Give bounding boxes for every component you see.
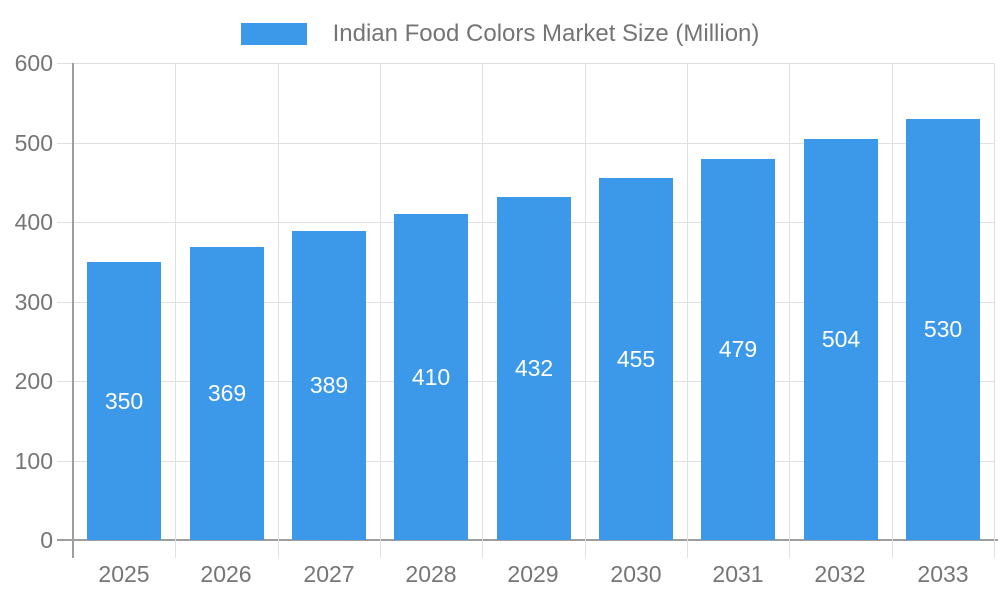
- legend[interactable]: Indian Food Colors Market Size (Million): [0, 20, 1000, 48]
- gridline-y-500: [57, 143, 994, 144]
- bar-2028[interactable]: 410: [394, 214, 468, 540]
- x-tick-label-2031: 2031: [712, 561, 764, 587]
- gridline-x-3: [380, 63, 381, 558]
- x-tick-label-2027: 2027: [303, 561, 355, 587]
- x-axis-line: [57, 539, 998, 541]
- x-tick-label-2029: 2029: [507, 561, 559, 587]
- legend-swatch[interactable]: [240, 23, 307, 45]
- bar-value-label: 350: [104, 387, 144, 414]
- gridline-y-600: [57, 63, 994, 64]
- bar-value-label: 389: [309, 372, 349, 398]
- x-tick-label-2033: 2033: [917, 561, 969, 587]
- x-tick-label-2032: 2032: [814, 561, 866, 587]
- gridline-x-6: [687, 63, 688, 558]
- bar-value-label: 530: [923, 316, 963, 342]
- bar-value-label: 479: [718, 336, 758, 362]
- gridline-x-5: [585, 63, 586, 558]
- x-tick-label-2026: 2026: [200, 561, 252, 587]
- x-tick-label-2030: 2030: [610, 561, 662, 587]
- bar-2033[interactable]: 530: [906, 119, 980, 540]
- bar-2027[interactable]: 389: [292, 231, 366, 540]
- bar-value-label: 504: [821, 326, 861, 352]
- bar-2031[interactable]: 479: [701, 159, 775, 540]
- y-tick-label: 400: [14, 209, 53, 235]
- bar-2029[interactable]: 432: [497, 197, 571, 540]
- y-tick-label: 300: [14, 289, 53, 315]
- y-tick-label: 200: [14, 368, 53, 394]
- bar-value-label: 455: [616, 345, 656, 372]
- y-axis-line: [72, 63, 74, 558]
- gridline-x-2: [278, 63, 279, 558]
- bar-value-label: 432: [514, 355, 554, 381]
- legend-label: Indian Food Colors Market Size (Million): [332, 20, 760, 47]
- gridline-x-1: [175, 63, 176, 558]
- y-tick-label: 0: [40, 527, 53, 553]
- y-tick-label: 600: [14, 50, 53, 76]
- bar-value-label: 410: [411, 363, 451, 390]
- y-tick-label: 100: [14, 448, 53, 474]
- gridline-x-9: [994, 63, 995, 558]
- bar-value-label: 369: [207, 380, 247, 406]
- bar-2026[interactable]: 369: [190, 247, 264, 540]
- y-tick-label: 500: [14, 130, 53, 156]
- bar-2025[interactable]: 350: [87, 262, 161, 540]
- x-tick-label-2025: 2025: [98, 561, 150, 587]
- gridline-x-7: [789, 63, 790, 558]
- bar-2032[interactable]: 504: [804, 139, 878, 540]
- gridline-x-8: [892, 63, 893, 558]
- x-tick-label-2028: 2028: [405, 561, 457, 587]
- bar-2030[interactable]: 455: [599, 178, 673, 540]
- gridline-x-4: [482, 63, 483, 558]
